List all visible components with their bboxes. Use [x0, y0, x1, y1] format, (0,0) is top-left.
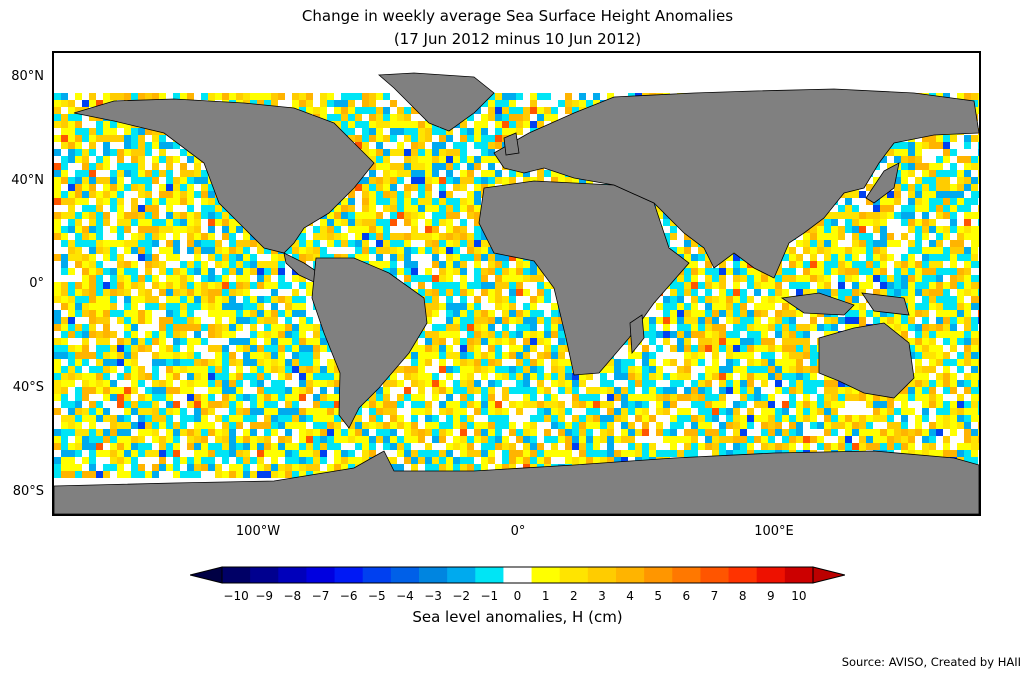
lat-label-40s: 40°S: [12, 380, 44, 395]
colorbar-tick-label: −10: [223, 589, 249, 603]
lat-label-80s: 80°S: [12, 484, 44, 499]
lat-label-0: 0°: [29, 276, 44, 291]
colorbar-segment: [616, 567, 645, 583]
landmass-north-america: [73, 98, 375, 254]
colorbar-segment: [644, 567, 673, 583]
colorbar-segment: [700, 567, 730, 583]
lon-label-0: 0°: [510, 524, 526, 539]
colorbar-segment: [475, 567, 504, 583]
colorbar-under-arrow: [190, 566, 223, 584]
colorbar-tick-label: −2: [452, 589, 471, 603]
landmass-japan: [865, 162, 900, 204]
colorbar-tick-label: 0: [513, 589, 522, 603]
landmass-british-isles: [503, 132, 520, 156]
colorbar-tick-label: 5: [654, 589, 663, 603]
colorbar-tick-label: −4: [396, 589, 414, 603]
colorbar-tick-label: −5: [367, 589, 386, 603]
colorbar-tick-label: −8: [283, 589, 302, 603]
colorbar-segment: [250, 567, 279, 583]
colorbar-segment: [306, 567, 336, 583]
map-subtitle: (17 Jun 2012 minus 10 Jun 2012): [393, 30, 642, 48]
colorbar-tick-label: 10: [791, 589, 807, 603]
colorbar-segment: [503, 567, 533, 583]
colorbar-segment: [559, 567, 589, 583]
colorbar-tick-label: 6: [682, 589, 691, 603]
sea-height-map: [54, 72, 979, 514]
map-title: Change in weekly average Sea Surface Hei…: [301, 7, 734, 25]
lat-label-40n: 40°N: [11, 173, 44, 188]
colorbar-segment: [672, 567, 701, 583]
landmass-indonesia: [780, 292, 855, 316]
colorbar-segment: [447, 567, 476, 583]
map-frame: [52, 51, 981, 516]
colorbar-segment: [390, 567, 420, 583]
colorbar-segment: [728, 567, 758, 583]
landmass-new-guinea: [861, 292, 910, 316]
colorbar: [190, 566, 845, 584]
lon-label-100w: 100°W: [235, 524, 281, 539]
colorbar-segment: [362, 567, 392, 583]
colorbar-segment: [278, 567, 307, 583]
colorbar-tick-label: 8: [738, 589, 747, 603]
landmass-greenland: [377, 72, 495, 132]
landmass-south-america: [311, 257, 428, 429]
colorbar-tick-label: −9: [255, 589, 274, 603]
lat-label-80n: 80°N: [11, 69, 44, 84]
colorbar-tick-label: 1: [541, 589, 550, 603]
colorbar-tick-label: 3: [598, 589, 606, 603]
land-layer: [54, 72, 979, 514]
colorbar-tick-label: −1: [480, 589, 499, 603]
landmass-antarctica: [54, 450, 979, 514]
colorbar-over-arrow: [812, 566, 845, 584]
colorbar-tick-label: 9: [766, 589, 775, 603]
colorbar-tick-label: 7: [710, 589, 719, 603]
landmass-eurasia: [493, 88, 979, 279]
lon-label-100e: 100°E: [754, 524, 794, 539]
colorbar-label: Sea level anomalies, H (cm): [412, 608, 623, 626]
source-credit: Source: AVISO, Created by HAII: [841, 655, 1021, 669]
colorbar-segment: [531, 567, 561, 583]
colorbar-segment: [756, 567, 786, 583]
colorbar-tick-label: 2: [569, 589, 578, 603]
colorbar-segment: [419, 567, 448, 583]
colorbar-segment: [587, 567, 617, 583]
landmass-madagascar: [629, 314, 645, 355]
colorbar-tick-label: −7: [311, 589, 330, 603]
colorbar-segment: [784, 567, 814, 583]
colorbar-tick-label: −3: [424, 589, 442, 603]
colorbar-segment: [222, 567, 251, 583]
colorbar-tick-label: −6: [339, 589, 358, 603]
colorbar-segment: [334, 567, 364, 583]
landmass-australia: [818, 322, 915, 399]
colorbar-tick-label: 4: [626, 589, 634, 603]
